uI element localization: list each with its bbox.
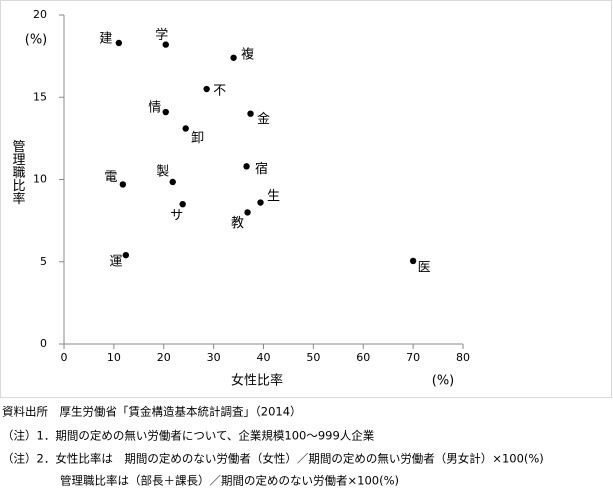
x-tick-label: 70 <box>406 351 420 364</box>
note: 資料出所 厚生労働省「賃金構造基本統計調査」（2014） <box>2 405 302 419</box>
point-label: 電 <box>104 170 117 185</box>
note: 管理職比率は（部長＋課長）／期間の定めのない労働者×100(%) <box>60 474 399 488</box>
point <box>179 200 186 208</box>
point <box>162 41 169 48</box>
point-label: 宿 <box>255 161 268 177</box>
point-label: 教 <box>231 215 244 231</box>
point-label: 医 <box>418 260 431 275</box>
point <box>230 54 237 61</box>
point <box>182 125 189 132</box>
point-label: 学 <box>155 27 168 43</box>
point-label: 不 <box>213 84 226 99</box>
point-label: 複 <box>241 46 254 62</box>
point-label: 卸 <box>191 130 204 146</box>
y-tick-label: 0 <box>40 337 47 350</box>
point-label: 運 <box>109 255 122 270</box>
y-axis-label: 管理職比率 <box>10 140 26 205</box>
point <box>162 108 169 116</box>
point <box>115 39 123 47</box>
note: （注）2．女性比率は 期間の定めのない労働者（女性）／期間の定めの無い労働者（男… <box>2 452 544 466</box>
x-tick-label: 20 <box>157 351 171 364</box>
point <box>203 85 210 93</box>
point-label: 情 <box>148 101 161 116</box>
point-label: 生 <box>267 189 280 204</box>
x-tick-label: 50 <box>306 351 320 364</box>
x-tick-label: 80 <box>456 351 470 364</box>
point <box>119 181 127 188</box>
x-tick-label: 10 <box>107 351 121 364</box>
point <box>244 209 251 216</box>
point <box>243 163 250 170</box>
x-unit: (%) <box>432 374 455 389</box>
y-tick-label: 10 <box>33 173 47 186</box>
y-unit: (%) <box>25 33 48 48</box>
point <box>247 110 254 117</box>
y-tick-label: 20 <box>33 8 47 21</box>
point-label: 建 <box>99 31 112 46</box>
x-tick-label: 40 <box>257 351 271 364</box>
y-tick-label: 15 <box>33 90 47 103</box>
point-label: 金 <box>257 111 270 127</box>
x-tick-label: 0 <box>61 351 68 364</box>
x-tick-label: 60 <box>356 351 370 364</box>
x-tick-label: 30 <box>207 351 221 364</box>
point <box>409 257 417 265</box>
point-label: サ <box>170 209 183 224</box>
point-label: 製 <box>156 164 169 179</box>
point <box>122 251 130 259</box>
point <box>257 199 264 206</box>
point <box>169 178 176 186</box>
y-tick-label: 5 <box>40 255 47 268</box>
note: （注）1．期間の定めの無い労働者について、企業規模100～999人企業 <box>2 429 375 443</box>
chart-border <box>0 0 612 398</box>
x-axis-label: 女性比率 <box>231 373 283 389</box>
